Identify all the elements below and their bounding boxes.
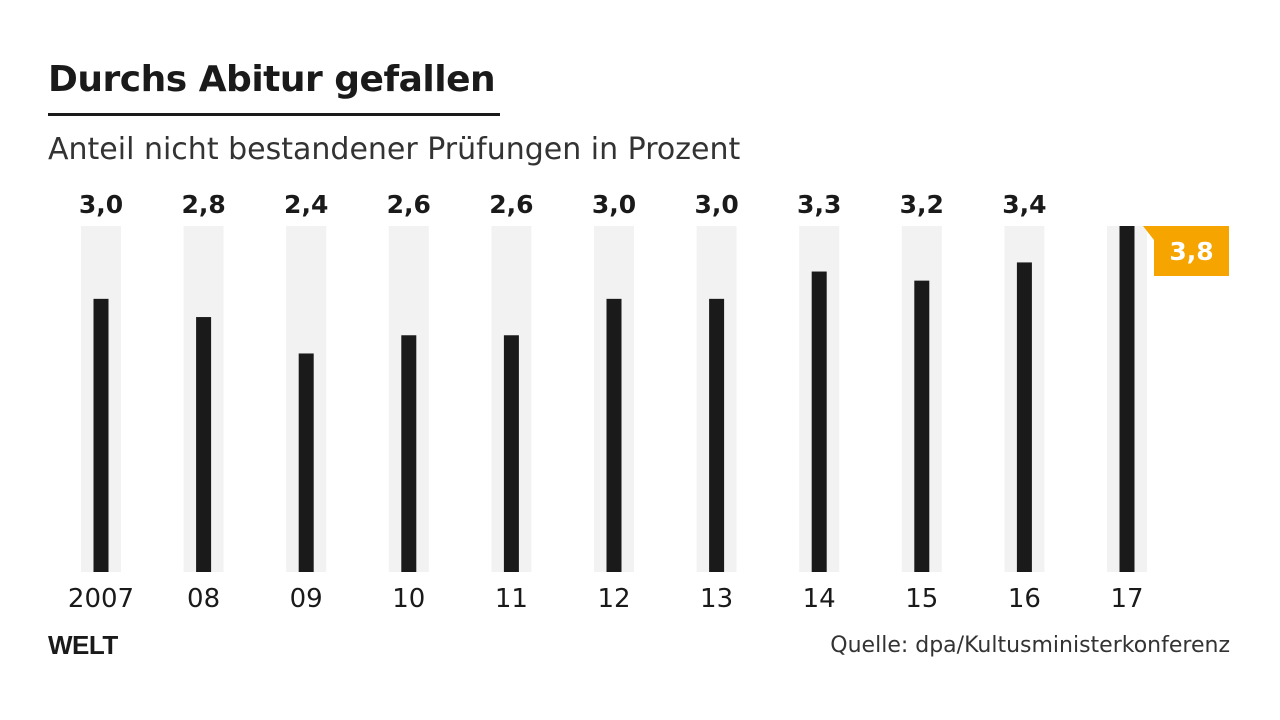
x-tick-label: 13: [700, 584, 733, 614]
bar-08: [196, 317, 212, 572]
x-tick-label: 11: [495, 584, 528, 614]
data-label: 2,4: [284, 190, 328, 219]
data-label: 3,2: [900, 190, 944, 219]
x-tick-label: 2007: [68, 584, 134, 614]
callout-pointer: [1143, 226, 1154, 240]
data-label: 2,8: [181, 190, 225, 219]
bar-17: [1119, 226, 1135, 572]
callout-box: [1154, 226, 1229, 276]
x-tick-label: 16: [1008, 584, 1041, 614]
data-label: 2,6: [387, 190, 431, 219]
welt-logo: WELT: [48, 630, 118, 660]
bars: [93, 226, 1135, 572]
bar-2007: [93, 298, 109, 572]
bar-13: [709, 298, 725, 572]
bar-09: [298, 353, 314, 572]
data-label: 2,6: [489, 190, 533, 219]
data-label: 3,4: [1002, 190, 1046, 219]
title-underline: [48, 113, 500, 116]
x-axis-labels: 2007 08 09 10 11 12 13 14 15 16 17: [68, 584, 1144, 614]
highlight-callout: 3,8: [1143, 226, 1229, 276]
bar-11: [503, 335, 519, 572]
value-labels: 3,0 2,8 2,4 2,6 2,6 3,0 3,0 3,3 3,2 3,4: [79, 190, 1047, 219]
x-tick-label: 15: [905, 584, 938, 614]
x-tick-label: 09: [290, 584, 323, 614]
bar-15: [914, 280, 930, 572]
data-label: 3,3: [797, 190, 841, 219]
x-tick-label: 08: [187, 584, 220, 614]
x-tick-label: 14: [803, 584, 836, 614]
bar-14: [811, 271, 827, 572]
source-note: Quelle: dpa/Kultusministerkonferenz: [830, 633, 1230, 658]
bar-10: [401, 335, 417, 572]
data-label-highlight: 3,8: [1169, 237, 1213, 266]
bar-12: [606, 298, 622, 572]
x-tick-label: 12: [597, 584, 630, 614]
x-tick-label: 10: [392, 584, 425, 614]
data-label: 3,0: [79, 190, 123, 219]
data-label: 3,0: [592, 190, 636, 219]
chart-subtitle: Anteil nicht bestandener Prüfungen in Pr…: [48, 132, 741, 167]
bar-16: [1016, 262, 1032, 572]
x-tick-label: 17: [1110, 584, 1143, 614]
data-label: 3,0: [694, 190, 738, 219]
page-title: Durchs Abitur gefallen: [48, 59, 496, 100]
